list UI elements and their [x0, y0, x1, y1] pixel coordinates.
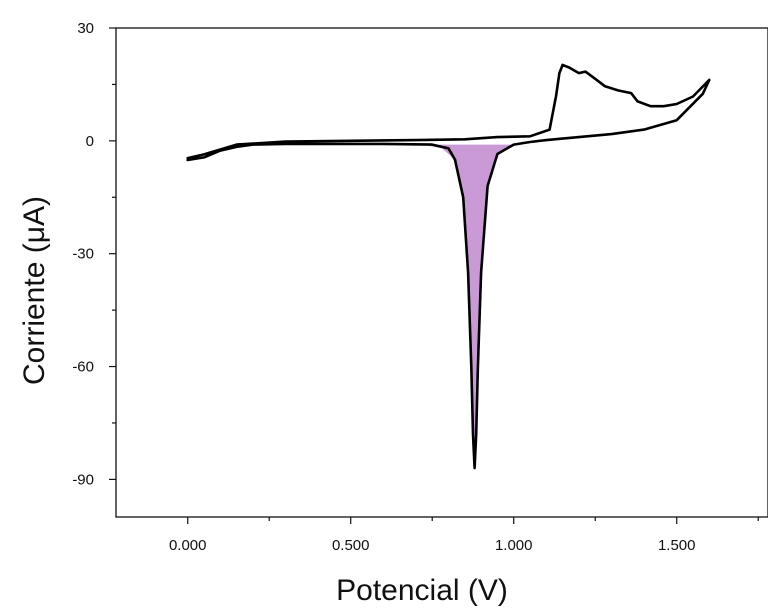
- voltammogram-line-0: [186, 63, 711, 470]
- y-tick-label: 0: [86, 133, 94, 150]
- y-axis-title: Corriente (μA): [18, 196, 51, 385]
- shaded-reduction-peak: [422, 144, 514, 469]
- y-tick-label: 30: [77, 20, 94, 37]
- x-tick-label: 1.500: [658, 537, 696, 554]
- series-layer: [186, 63, 711, 470]
- x-tick-label: 1.000: [495, 537, 533, 554]
- x-tick-label: 0.000: [169, 537, 207, 554]
- axes: [115, 27, 768, 518]
- x-axis-ticks: 0.000 0.500 1.000 1.500: [169, 517, 759, 554]
- x-axis-title: Potencial (V): [336, 574, 508, 607]
- y-axis-ticks: 30 0 -30 -60 -90: [72, 20, 116, 488]
- y-tick-label: -30: [72, 246, 94, 263]
- y-tick-label: -90: [72, 471, 94, 488]
- shaded-peak-area: [422, 144, 514, 469]
- x-tick-label: 0.500: [332, 537, 370, 554]
- plot-frame: [115, 27, 768, 518]
- y-tick-label: -60: [72, 359, 94, 376]
